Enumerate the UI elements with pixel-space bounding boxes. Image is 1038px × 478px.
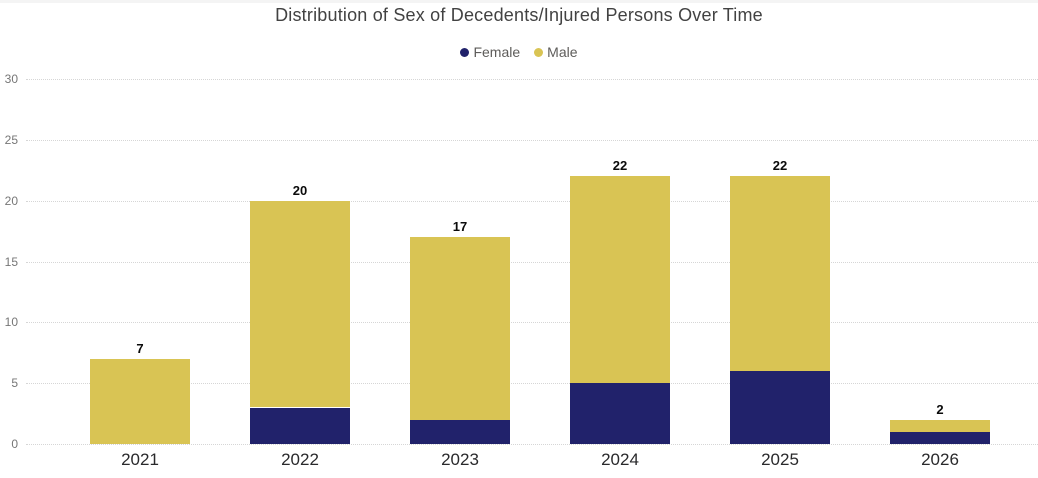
bar-total-label-2023: 17 xyxy=(452,219,468,235)
gridline-y-20 xyxy=(26,200,1038,202)
bar-total-label-2024: 22 xyxy=(612,158,628,174)
gridline-y-15 xyxy=(26,261,1038,263)
bar-segment-male-2024[interactable] xyxy=(570,176,670,384)
x-axis-category-label-2024: 2024 xyxy=(601,450,639,469)
legend-dot-icon xyxy=(460,47,470,57)
bar-total-label-2022: 20 xyxy=(292,182,308,198)
legend-dot-icon xyxy=(534,47,544,57)
bar-segment-female-2022[interactable] xyxy=(250,407,350,444)
chart-title: Distribution of Sex of Decedents/Injured… xyxy=(275,5,763,25)
bar-total-label-2025: 22 xyxy=(772,158,788,174)
gridline-y-10 xyxy=(26,322,1038,324)
y-axis-tick-label: 25 xyxy=(4,132,18,147)
x-axis-category-label-2023: 2023 xyxy=(441,450,479,469)
y-axis-tick-label: 0 xyxy=(11,437,18,451)
y-axis-tick-label: 10 xyxy=(4,315,18,330)
y-axis-tick-label: 15 xyxy=(4,254,18,269)
gridline-y-25 xyxy=(26,139,1038,141)
legend-item-female[interactable]: Female xyxy=(460,44,520,60)
legend-item-male[interactable]: Male xyxy=(534,44,578,60)
legend: Female Male xyxy=(0,44,1038,60)
y-axis-tick-label: 20 xyxy=(4,193,18,208)
bar-segment-male-2023[interactable] xyxy=(410,237,510,420)
y-axis-tick-label: 5 xyxy=(11,376,18,391)
legend-label: Female xyxy=(473,44,521,60)
gridline-y-5 xyxy=(26,383,1038,385)
bar-segment-male-2026[interactable] xyxy=(890,419,990,432)
x-axis-category-label-2025: 2025 xyxy=(761,450,799,469)
legend-label: Male xyxy=(547,44,578,60)
bar-segment-female-2025[interactable] xyxy=(730,371,830,444)
bar-segment-male-2025[interactable] xyxy=(730,176,830,371)
x-axis-category-label-2022: 2022 xyxy=(281,450,319,469)
gridline-y-30 xyxy=(26,79,1038,80)
bar-segment-male-2021[interactable] xyxy=(90,358,190,444)
bar-total-label-2021: 7 xyxy=(136,340,144,356)
gridline-y-0 xyxy=(26,444,1038,445)
bar-total-label-2026: 2 xyxy=(936,401,944,417)
x-axis-category-label-2026: 2026 xyxy=(921,450,959,469)
bar-segment-male-2022[interactable] xyxy=(250,200,350,408)
y-axis-tick-label: 30 xyxy=(4,72,18,86)
bar-segment-female-2023[interactable] xyxy=(410,419,510,444)
bar-segment-female-2024[interactable] xyxy=(570,383,670,444)
bar-segment-female-2026[interactable] xyxy=(890,431,990,444)
x-axis-category-label-2021: 2021 xyxy=(121,450,159,469)
